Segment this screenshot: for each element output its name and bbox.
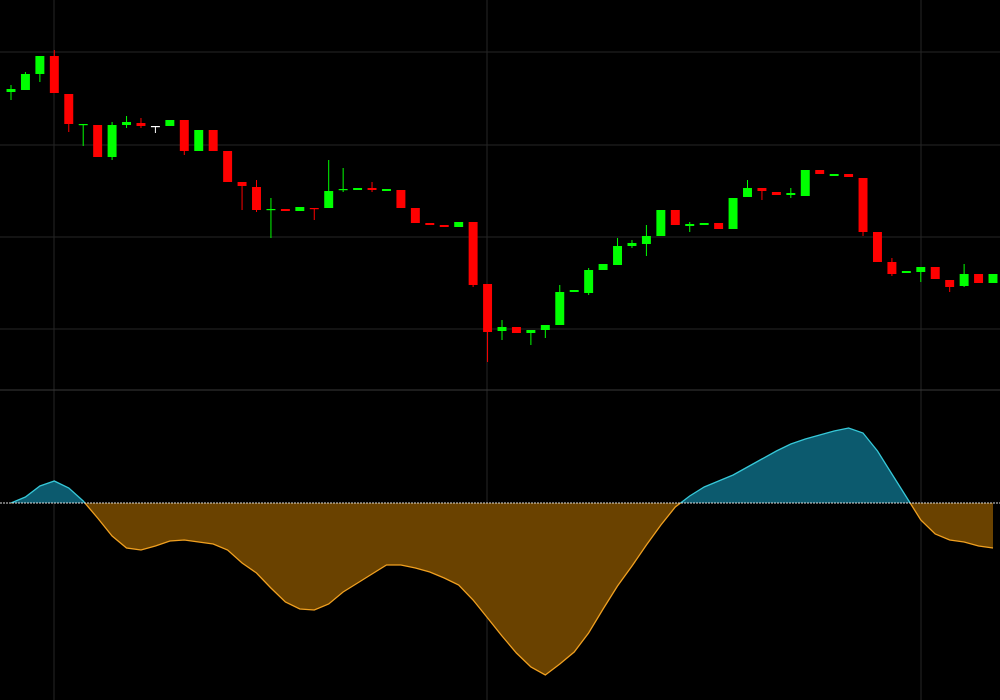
candle-body [107,125,117,157]
candle-body [584,270,594,293]
candle-body [439,225,449,227]
candle-body [179,120,189,151]
candle-body [872,232,882,262]
candle-body [295,207,305,211]
candle-body [916,267,926,272]
candle-body [699,223,709,225]
candle-body [887,262,897,274]
candle-body [497,327,507,331]
candle-body [598,264,608,270]
candle-body [425,223,435,225]
candle-body [6,89,16,92]
candle-body [483,284,493,332]
candle-body [353,188,363,190]
candle-body [252,187,261,210]
candle-body [396,190,406,208]
candle-body [771,192,781,195]
negative-line [11,503,994,676]
candle-body [815,170,825,174]
candle-body [93,125,103,157]
candle-body [280,209,290,211]
candle-body [194,130,204,151]
candle-body [714,223,724,229]
candle-body [656,210,666,236]
candle-body [858,178,868,232]
candle-body [136,123,146,126]
candle-body [988,274,998,283]
candle-body [569,290,579,292]
positive-area [11,428,993,503]
candle-body [743,188,752,197]
candle-body [237,182,247,186]
candle-body [35,56,45,74]
candle-body [930,267,940,279]
candle-body [338,189,348,191]
candle-body [829,174,839,176]
candle-body [685,224,695,226]
candle-body [266,209,276,211]
candle-body [122,122,132,125]
candle-body [49,56,59,93]
candle-body [511,327,521,333]
candle-body [757,188,767,191]
candle-body [223,151,233,182]
candle-body [309,208,319,210]
candle-body [901,271,911,273]
candle-body [627,243,637,246]
candle-body [367,188,377,190]
candle-body [20,74,30,90]
candle-body [974,274,984,283]
candle-body [324,191,334,208]
candle-body [959,274,969,286]
candle-body [165,120,175,126]
candle-body [381,189,391,191]
candle-body [208,130,218,151]
candle-body [410,208,420,223]
candle-body [555,292,565,325]
candle-body [468,222,478,285]
positive-line [10,427,911,503]
candle-body [150,126,160,128]
negative-area [11,503,993,675]
candle-body [786,193,796,195]
candle-body [78,124,88,126]
candle-body [800,170,810,196]
candle-body [670,210,680,225]
candle-body [454,222,464,227]
candle-body [64,94,74,124]
candle-body [641,236,651,244]
candle-body [540,325,550,330]
candle-body [945,280,955,287]
candle-body [844,174,854,177]
candle-body [526,330,536,333]
candle-body [728,198,738,229]
candle-body [613,246,623,265]
